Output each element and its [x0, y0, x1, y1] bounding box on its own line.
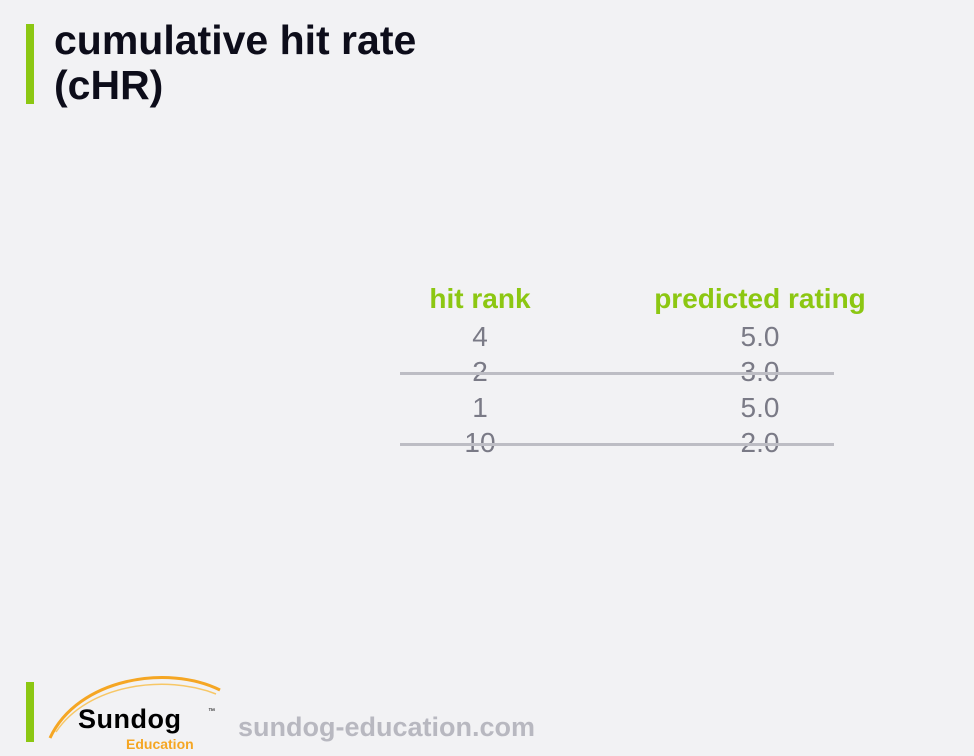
logo-trademark: ™: [208, 708, 215, 715]
cell-predicted-rating: 5.0: [740, 392, 780, 423]
table-row: 2 3.0: [400, 354, 840, 389]
title-accent-bar: [26, 24, 34, 104]
table-row: 10 2.0: [400, 425, 840, 460]
cell-predicted-rating: 3.0: [740, 356, 780, 387]
cell-predicted-rating: 2.0: [740, 427, 780, 458]
strikethrough-line: [400, 372, 834, 375]
logo-wordmark: Sundog: [78, 704, 182, 734]
slide-title: cumulative hit rate (cHR): [54, 18, 416, 108]
cell-predicted-rating: 5.0: [740, 321, 780, 352]
footer-accent-bar: [26, 682, 34, 742]
sun-arc-icon: [48, 676, 221, 739]
footer-url: sundog-education.com: [238, 712, 535, 742]
slide-title-line-1: cumulative hit rate: [54, 17, 417, 63]
cell-hit-rank: 1: [472, 392, 488, 423]
slide-title-line-2: (cHR): [54, 62, 164, 108]
logo-subtitle: Education: [126, 736, 194, 752]
strikethrough-line: [400, 443, 834, 446]
table-row: 4 5.0: [400, 319, 840, 354]
header-hit-rank: hit rank: [429, 283, 531, 314]
cell-hit-rank: 4: [472, 321, 488, 352]
table-row: 1 5.0: [400, 390, 840, 425]
sundog-logo: Sundog ™ Education: [48, 668, 224, 756]
cell-hit-rank: 2: [440, 354, 520, 389]
header-predicted-rating: predicted rating: [654, 283, 866, 314]
cell-hit-rank: 10: [464, 427, 496, 458]
